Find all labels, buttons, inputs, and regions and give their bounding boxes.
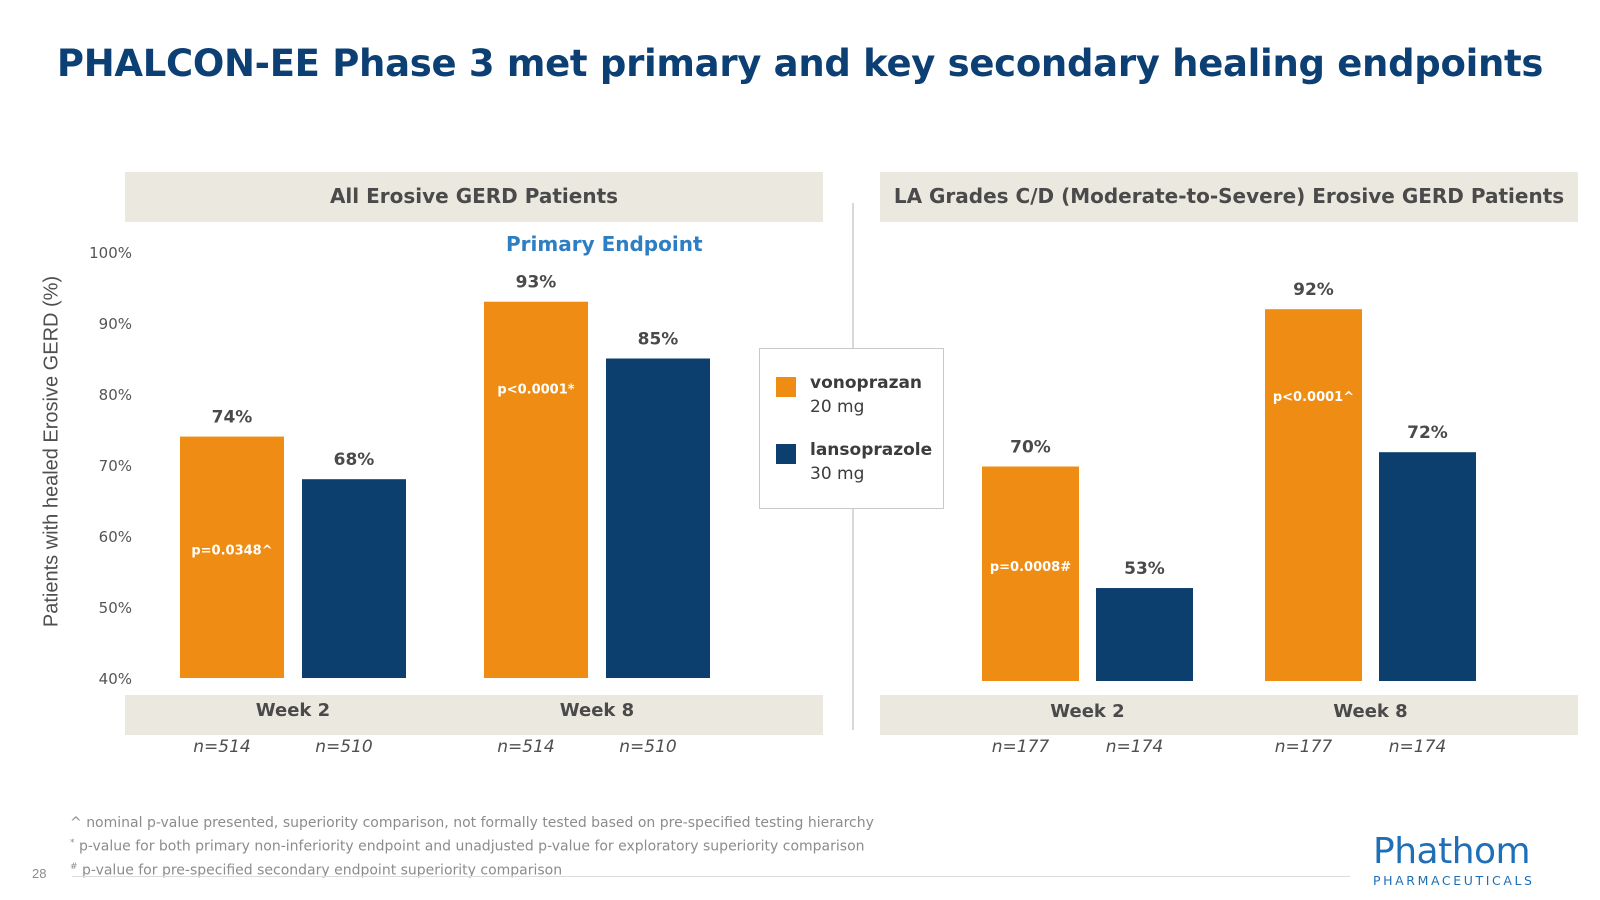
logo-subtitle: PHARMACEUTICALS xyxy=(1373,873,1535,888)
right-panel-header xyxy=(880,172,1578,222)
footnote: * p-value for both primary non-inferiori… xyxy=(70,838,865,855)
sample-size-label: n=177 xyxy=(1275,737,1333,757)
sample-size-label: n=177 xyxy=(992,737,1050,757)
sample-size-label: n=174 xyxy=(1389,737,1446,757)
page-number: 28 xyxy=(32,866,47,881)
company-logo: Phathom PHARMACEUTICALS xyxy=(1373,831,1553,889)
slide-title: PHALCON-EE Phase 3 met primary and key s… xyxy=(56,42,1544,85)
bar-value-label: 68% xyxy=(334,450,375,470)
sample-size-label: n=510 xyxy=(619,737,676,757)
bar-value-label: 72% xyxy=(1407,423,1448,443)
y-tick-label: 50% xyxy=(99,599,132,617)
bar-value-label: 74% xyxy=(212,408,253,428)
category-label: Week 2 xyxy=(1050,701,1124,722)
category-label: Week 2 xyxy=(256,700,330,721)
legend-dose: 20 mg xyxy=(810,397,865,417)
bar-value-label: 93% xyxy=(516,273,557,293)
bar-vonoprazan xyxy=(1265,309,1362,681)
sample-size-label: n=174 xyxy=(1106,737,1163,757)
left-category-band xyxy=(125,695,823,735)
left-panel-header xyxy=(125,172,823,222)
y-tick-label: 60% xyxy=(99,528,132,546)
sample-size-label: n=510 xyxy=(315,737,372,757)
footnote: # p-value for pre-specified secondary en… xyxy=(70,861,563,879)
y-tick-label: 90% xyxy=(99,315,132,333)
bar-vonoprazan xyxy=(180,436,284,678)
y-tick-label: 100% xyxy=(89,244,132,262)
sample-size-label: n=514 xyxy=(193,737,250,757)
footnotes: ^ nominal p-value presented, superiority… xyxy=(70,813,874,880)
bar-vonoprazan xyxy=(982,466,1079,681)
bar-lansoprazole xyxy=(302,479,406,678)
bar-vonoprazan xyxy=(484,301,588,678)
logo-name: Phathom xyxy=(1373,831,1531,872)
left-panel-title: All Erosive GERD Patients xyxy=(329,184,619,208)
bar-value-label: 53% xyxy=(1124,559,1165,579)
p-value-label: p=0.0008# xyxy=(990,560,1071,575)
footnote: ^ nominal p-value presented, superiority… xyxy=(70,815,874,831)
category-label: Week 8 xyxy=(1333,701,1407,722)
bar-value-label: 85% xyxy=(638,330,679,350)
bar-lansoprazole xyxy=(1379,452,1476,681)
primary-endpoint-label: Primary Endpoint xyxy=(506,232,703,256)
bar-value-label: 70% xyxy=(1010,438,1051,458)
p-value-label: p<0.0001* xyxy=(497,383,574,398)
bar-lansoprazole xyxy=(1096,588,1193,681)
p-value-label: p=0.0348^ xyxy=(191,543,272,558)
right-panel-title: LA Grades C/D (Moderate-to-Severe) Erosi… xyxy=(893,184,1565,208)
right-category-band xyxy=(880,695,1578,735)
category-label: Week 8 xyxy=(560,700,634,721)
legend-name: vonoprazan xyxy=(810,373,923,393)
p-value-label: p<0.0001^ xyxy=(1273,390,1354,405)
footer-rule xyxy=(72,876,1350,877)
bar-value-label: 92% xyxy=(1293,280,1334,300)
y-tick-label: 40% xyxy=(99,670,132,688)
legend-swatch-vonoprazan xyxy=(776,377,796,397)
bar-lansoprazole xyxy=(606,358,710,678)
legend: vonoprazan 20 mg lansoprazole 30 mg xyxy=(759,348,944,509)
legend-dose: 30 mg xyxy=(810,464,865,484)
legend-name: lansoprazole xyxy=(810,440,933,460)
sample-size-label: n=514 xyxy=(497,737,554,757)
y-tick-label: 70% xyxy=(99,457,132,475)
legend-swatch-lansoprazole xyxy=(776,444,796,464)
y-tick-label: 80% xyxy=(99,386,132,404)
